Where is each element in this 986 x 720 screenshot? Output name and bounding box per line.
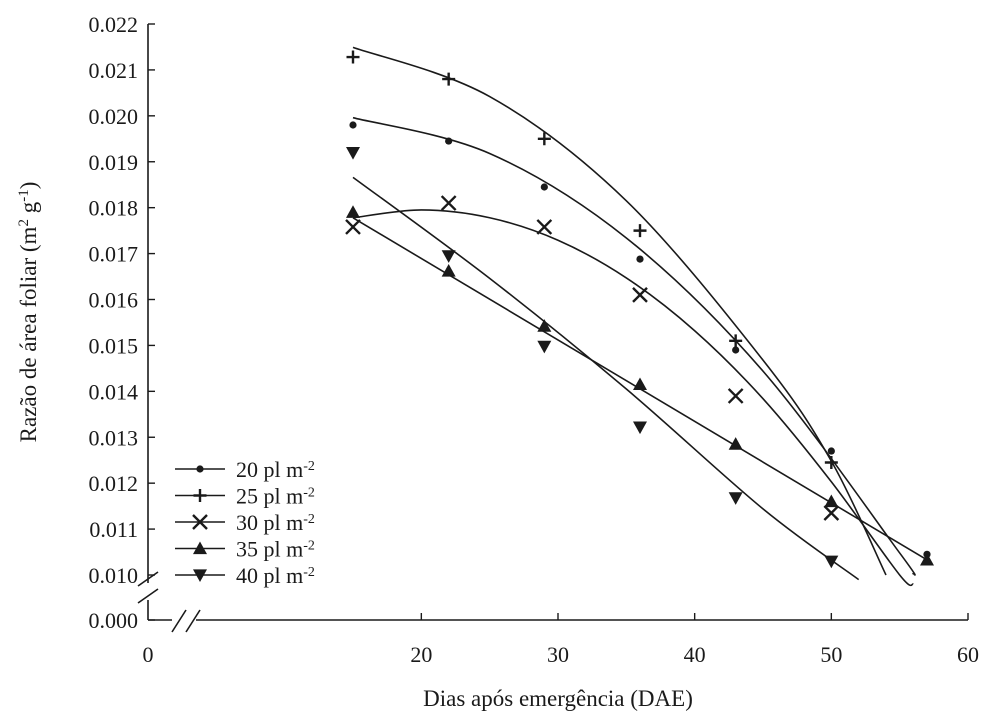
data-point-series-1: [349, 121, 357, 129]
data-point-series-1: [636, 255, 644, 263]
legend-label-sup: -2: [303, 459, 315, 474]
data-point-series-3: [536, 219, 553, 235]
y-tick-label: 0.010: [89, 563, 139, 588]
x-axis-title: Dias após emergência (DAE): [423, 686, 693, 711]
data-point-series-2: [537, 132, 551, 146]
x-tick-label: 60: [957, 642, 979, 667]
legend: 20 pl m-225 pl m-230 pl m-235 pl m-240 p…: [175, 457, 315, 588]
data-point-series-1: [732, 346, 740, 354]
legend-label: 30 pl m-2: [236, 510, 315, 535]
y-axis-title-sup1: 2: [16, 219, 32, 227]
data-point-series-3: [823, 505, 840, 521]
x-tick-label: 40: [684, 642, 706, 667]
x-tick-label: 30: [547, 642, 569, 667]
legend-label-main: 30 pl m: [236, 510, 303, 535]
data-point-series-1: [445, 137, 453, 145]
legend-marker: [192, 514, 208, 530]
y-axis-title-main: Razão de área foliar (m: [16, 226, 41, 442]
data-point-series-4: [920, 552, 934, 566]
data-point-series-5: [537, 340, 552, 354]
fit-curves-group: [352, 46, 928, 587]
data-point-series-4: [728, 437, 743, 450]
markers-group: [345, 50, 934, 569]
legend-label: 35 pl m-2: [236, 537, 315, 562]
data-point-series-4: [537, 319, 552, 332]
data-point-series-3: [440, 195, 457, 211]
legend-label-sup: -2: [303, 538, 315, 553]
fit-curve-series-1: [352, 116, 916, 576]
data-point-series-4: [633, 377, 647, 391]
data-point-series-5: [441, 250, 456, 263]
data-point-series-2: [729, 334, 743, 348]
data-point-series-4: [346, 205, 360, 218]
data-point-series-5: [728, 492, 743, 505]
data-point-series-3: [727, 388, 744, 404]
legend-marker: [193, 541, 207, 555]
y-tick-label: 0.016: [89, 288, 139, 313]
data-point-series-3: [345, 219, 361, 235]
legend-label-sup: -2: [303, 485, 315, 500]
legend-label: 25 pl m-2: [236, 484, 315, 509]
y-tick-label: 0.000: [89, 608, 139, 633]
legend-label-main: 35 pl m: [236, 537, 303, 562]
fit-curve-series-5: [352, 176, 860, 581]
y-tick-label: 0.017: [89, 242, 139, 267]
data-point-series-2: [346, 50, 360, 64]
x-axis-break-mark: [171, 609, 187, 633]
data-point-series-1: [827, 447, 835, 455]
data-point-series-2: [633, 224, 647, 238]
data-point-series-3: [632, 287, 648, 303]
fit-curve-series-2: [352, 46, 887, 576]
x-tick-label: 20: [410, 642, 432, 667]
legend-label: 20 pl m-2: [236, 457, 315, 482]
legend-marker: [193, 489, 207, 502]
data-point-series-5: [824, 555, 839, 569]
y-axis-break-mark: [137, 588, 159, 604]
y-tick-label: 0.014: [89, 379, 139, 404]
axes-group: 0.022 0.021 0.020 0.019 0.018 0.017 0.016 0.015…: [89, 12, 980, 667]
legend-label: 40 pl m-2: [236, 563, 315, 588]
y-tick-label: 0.011: [89, 517, 138, 542]
y-tick-label: 0.021: [89, 58, 139, 83]
x-tick-label: 0: [143, 642, 154, 667]
y-axis-title-sup2: -1: [16, 189, 32, 202]
y-tick-label: 0.020: [89, 104, 139, 129]
fit-curve-series-3: [352, 209, 914, 587]
legend-marker: [193, 569, 207, 582]
y-axis-title-end: ): [16, 182, 41, 190]
y-tick-label: 0.022: [89, 12, 139, 37]
data-point-series-4: [441, 264, 456, 277]
y-tick-label: 0.019: [89, 150, 139, 175]
data-point-series-2: [442, 72, 456, 86]
data-point-series-5: [346, 146, 360, 160]
legend-label-main: 20 pl m: [236, 457, 303, 482]
x-axis-break-mark: [185, 609, 201, 633]
data-point-series-1: [540, 183, 548, 191]
y-tick-label: 0.013: [89, 425, 139, 450]
legend-label-sup: -2: [303, 512, 315, 527]
y-tick-label: 0.018: [89, 196, 139, 221]
y-axis-title-mid: g: [16, 201, 41, 219]
data-point-series-4: [824, 494, 839, 508]
y-tick-label: 0.012: [89, 471, 139, 496]
legend-marker: [196, 465, 204, 473]
legend-label-main: 25 pl m: [236, 484, 303, 509]
legend-label-sup: -2: [303, 565, 315, 580]
legend-label-main: 40 pl m: [236, 563, 303, 588]
data-point-series-5: [633, 421, 647, 435]
y-axis-title: Razão de área foliar (m2 g-1): [16, 182, 41, 443]
y-tick-label: 0.015: [89, 333, 139, 358]
data-point-series-2: [824, 456, 838, 470]
x-tick-label: 50: [820, 642, 842, 667]
